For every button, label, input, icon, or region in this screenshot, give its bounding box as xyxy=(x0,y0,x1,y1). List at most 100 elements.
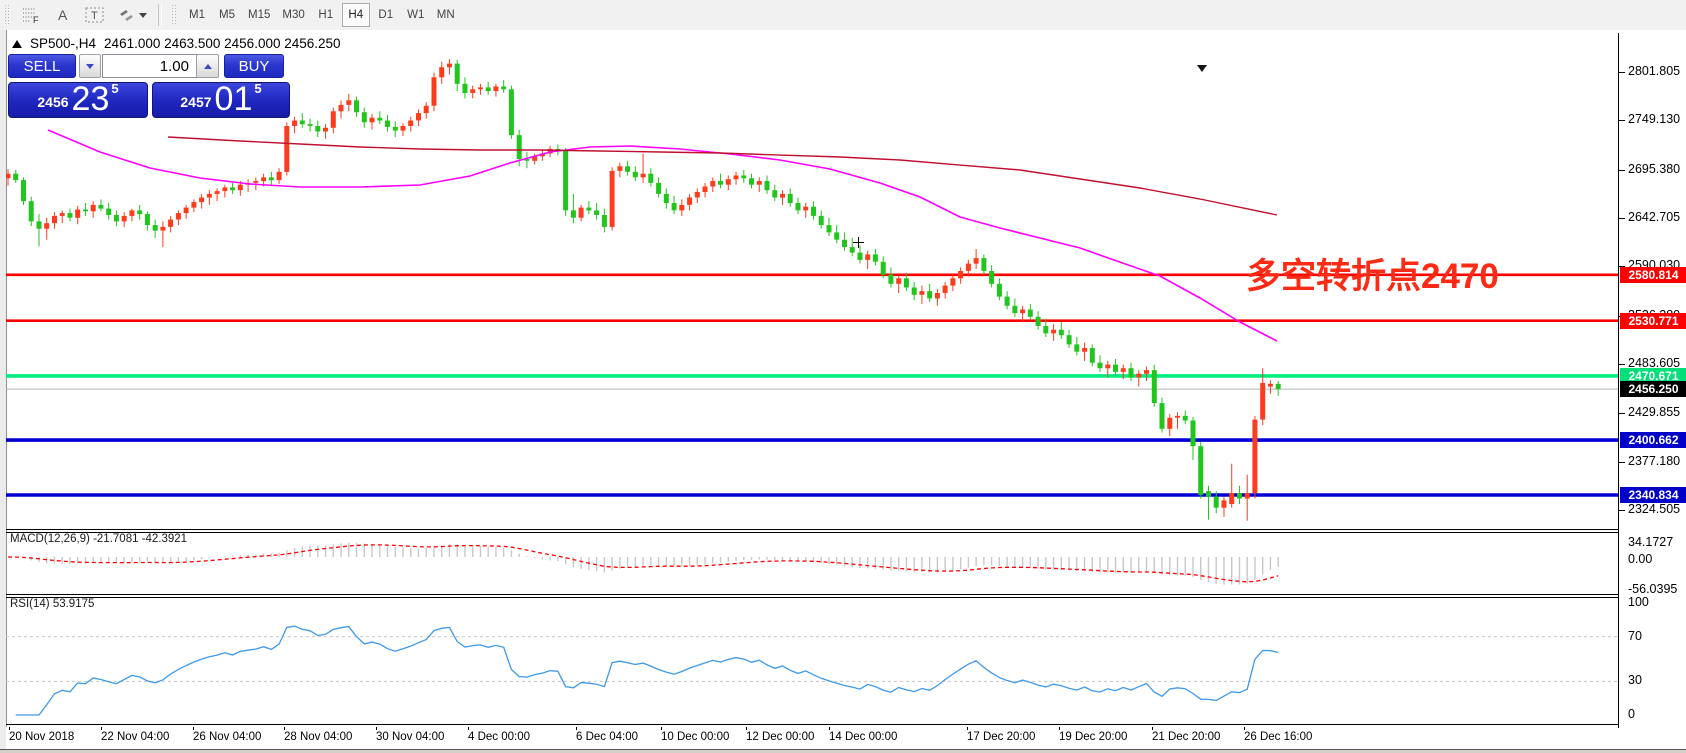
time-axis: 20 Nov 2018 22 Nov 04:00 26 Nov 04:00 28 No… xyxy=(6,727,1618,749)
buy-price-button[interactable]: 2457 01 5 xyxy=(152,80,290,118)
time-tick-mark xyxy=(1059,727,1060,730)
timeframe-group: M1 M5 M15 M30 H1 H4 D1 W1 MN xyxy=(182,3,461,27)
time-tick-mark xyxy=(376,727,377,730)
price-tick-label: 2324.505 xyxy=(1628,502,1681,516)
time-tick-label: 14 Dec 00:00 xyxy=(829,731,898,743)
objects-list-icon[interactable] xyxy=(113,2,151,28)
timeframe-MN[interactable]: MN xyxy=(432,3,460,27)
macd-axis-label: 34.1727 xyxy=(1628,535,1674,549)
price-tick-mark xyxy=(1619,266,1625,267)
text-box-icon[interactable]: T xyxy=(81,2,109,28)
toolbar-grip[interactable] xyxy=(4,4,11,26)
price-tick-label: 2695.380 xyxy=(1628,162,1681,176)
time-tick-label: 4 Dec 00:00 xyxy=(468,731,531,743)
chart-shift-marker-icon[interactable] xyxy=(1197,65,1207,72)
price-axis: 2801.805 2749.130 2695.380 2642.705 2590.030… xyxy=(1618,33,1686,728)
rsi-axis-label: 30 xyxy=(1628,673,1642,687)
timeframe-D1[interactable]: D1 xyxy=(372,3,400,27)
time-tick-mark xyxy=(967,727,968,730)
price-tick-label: 2483.605 xyxy=(1628,356,1681,370)
time-tick-mark xyxy=(829,727,830,730)
caret-up-icon xyxy=(203,63,212,69)
time-tick-mark xyxy=(661,727,662,730)
text-label-icon[interactable]: A xyxy=(49,2,77,28)
timeframe-M5[interactable]: M5 xyxy=(213,3,241,27)
time-tick-label: 17 Dec 20:00 xyxy=(967,731,1036,743)
toolbar-separator xyxy=(158,4,162,26)
time-tick-label: 12 Dec 00:00 xyxy=(746,731,815,743)
price-tick-mark xyxy=(1619,364,1625,365)
time-tick-mark xyxy=(284,727,285,730)
window-bottom-border xyxy=(0,749,1686,753)
price-tick-label: 2801.805 xyxy=(1628,64,1681,78)
timeframe-M30[interactable]: M30 xyxy=(277,3,309,27)
time-tick-label: 22 Nov 04:00 xyxy=(101,731,170,743)
price-tick-label: 2642.705 xyxy=(1628,210,1681,224)
volume-up-button[interactable] xyxy=(196,54,219,78)
rsi-label: RSI(14) 53.9175 xyxy=(10,598,95,610)
time-tick-mark xyxy=(1152,727,1153,730)
symbol-ohlc: 2461.000 2463.500 2456.000 2456.250 xyxy=(104,36,341,51)
buy-price-big: 01 xyxy=(214,80,253,118)
price-tick-mark xyxy=(1619,462,1625,463)
time-tick-label: 30 Nov 04:00 xyxy=(376,731,445,743)
time-tick-mark xyxy=(101,727,102,730)
macd-axis-label: -56.0395 xyxy=(1628,582,1678,596)
timeframe-M1[interactable]: M1 xyxy=(183,3,211,27)
rsi-axis-label: 100 xyxy=(1628,595,1649,609)
price-tick-mark xyxy=(1619,510,1625,511)
crosshair-cursor-icon xyxy=(853,237,864,248)
timeframe-H4[interactable]: H4 xyxy=(341,3,370,27)
symbol-name: SP500-,H4 xyxy=(30,36,97,51)
rsi-axis-label: 70 xyxy=(1628,629,1642,643)
time-tick-label: 26 Nov 04:00 xyxy=(193,731,262,743)
time-tick-label: 28 Nov 04:00 xyxy=(284,731,353,743)
time-tick-mark xyxy=(193,727,194,730)
price-line-badge: 2580.814 xyxy=(1620,267,1686,283)
buy-price-prefix: 2457 xyxy=(180,94,212,110)
time-tick-mark xyxy=(576,727,577,730)
toolbar: F A T M1 M5 M15 M30 H1 H4 D1 W1 MN xyxy=(0,0,1686,31)
price-line-badge: 2530.771 xyxy=(1620,313,1686,329)
time-tick-mark xyxy=(9,727,10,730)
price-tick-label: 2377.180 xyxy=(1628,454,1681,468)
macd-axis-label: 0.00 xyxy=(1628,552,1653,566)
macd-label: MACD(12,26,9) -21.7081 -42.3921 xyxy=(10,533,188,545)
chart-annotation-text: 多空转折点2470 xyxy=(1246,257,1499,296)
sell-price-pip: 5 xyxy=(111,81,119,96)
window-left-border xyxy=(0,30,7,753)
price-tick-label: 2749.130 xyxy=(1628,112,1681,126)
price-tick-mark xyxy=(1619,413,1625,414)
volume-down-button[interactable] xyxy=(79,54,101,78)
time-tick-mark xyxy=(1244,727,1245,730)
timeframe-H1[interactable]: H1 xyxy=(312,3,340,27)
time-tick-label: 20 Nov 2018 xyxy=(9,731,75,743)
price-tick-mark xyxy=(1619,72,1625,73)
price-tick-label: 2429.855 xyxy=(1628,405,1681,419)
svg-text:F: F xyxy=(33,15,39,24)
timeframe-W1[interactable]: W1 xyxy=(402,3,430,27)
buy-price-pip: 5 xyxy=(254,81,262,96)
timeframe-M15[interactable]: M15 xyxy=(243,3,275,27)
time-tick-label: 26 Dec 16:00 xyxy=(1244,731,1313,743)
sell-button[interactable]: SELL xyxy=(8,54,76,78)
buy-button[interactable]: BUY xyxy=(224,54,284,78)
time-tick-label: 21 Dec 20:00 xyxy=(1152,731,1221,743)
price-tick-mark xyxy=(1619,218,1625,219)
crosshair-grid-icon[interactable]: F xyxy=(17,2,45,28)
price-line-badge: 2470.671 xyxy=(1620,368,1686,384)
price-tick-mark xyxy=(1619,120,1625,121)
volume-input[interactable] xyxy=(102,54,198,78)
time-tick-label: 10 Dec 00:00 xyxy=(661,731,730,743)
sell-price-button[interactable]: 2456 23 5 xyxy=(8,80,148,118)
time-tick-mark xyxy=(746,727,747,730)
symbol-header: SP500-,H4 2461.000 2463.500 2456.000 245… xyxy=(12,36,341,51)
price-tick-mark xyxy=(1619,170,1625,171)
time-tick-label: 6 Dec 04:00 xyxy=(576,731,639,743)
price-line-badge: 2340.834 xyxy=(1620,487,1686,503)
timeframe-grip[interactable] xyxy=(171,4,178,26)
chart-plot[interactable] xyxy=(6,33,1618,726)
one-click-toggle-icon[interactable] xyxy=(12,39,22,48)
sell-price-big: 23 xyxy=(71,80,110,118)
